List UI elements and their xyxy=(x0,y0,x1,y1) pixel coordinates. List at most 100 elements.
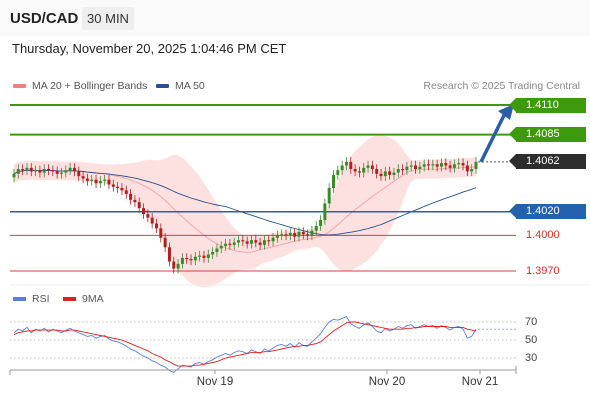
candle-body xyxy=(206,254,210,258)
legend-ma50: MA 50 xyxy=(156,80,205,92)
rsi-level-50: 50 xyxy=(525,334,538,346)
candle-body xyxy=(219,246,223,249)
candle-body xyxy=(55,171,59,174)
candle-body xyxy=(142,208,146,215)
candle-body xyxy=(68,167,72,171)
legend-bollinger-label: MA 20 + Bollinger Bands xyxy=(32,80,148,92)
candle-body xyxy=(405,166,409,171)
candle-body xyxy=(457,163,461,165)
candle-body xyxy=(275,235,279,238)
candle-body xyxy=(254,240,258,243)
candle-body xyxy=(202,255,206,258)
candle-body xyxy=(431,164,435,166)
candle-body xyxy=(90,179,94,181)
legend-9ma: 9MA xyxy=(63,293,104,305)
candle-body xyxy=(383,171,387,177)
candle-body xyxy=(137,202,141,209)
candle-body xyxy=(414,165,418,170)
candle-body xyxy=(349,161,353,170)
candle-body xyxy=(211,252,215,255)
candle-body xyxy=(427,164,431,166)
candle-body xyxy=(146,214,150,218)
candle-body xyxy=(280,234,284,236)
candle-body xyxy=(215,248,219,253)
candle-body xyxy=(159,228,163,238)
ma50-line xyxy=(13,169,477,236)
candle-body xyxy=(284,234,288,236)
legend-rsi-label: RSI xyxy=(32,293,50,305)
legend-bollinger: MA 20 + Bollinger Bands xyxy=(13,80,147,92)
candle-body xyxy=(81,176,85,179)
candle-body xyxy=(103,179,107,181)
candle-body xyxy=(452,164,456,168)
candle-body xyxy=(344,161,348,166)
candle-body xyxy=(249,240,253,244)
candle-body xyxy=(98,180,102,184)
candle-body xyxy=(465,165,469,172)
candle-body xyxy=(323,203,327,221)
candle-body xyxy=(25,167,29,171)
candle-body xyxy=(327,188,331,204)
candle-body xyxy=(124,190,128,194)
candle-body xyxy=(392,172,396,175)
candle-body xyxy=(172,261,176,269)
candle-body xyxy=(232,242,236,245)
candle-body xyxy=(51,170,55,172)
candle-body xyxy=(439,163,443,167)
level-label-1.4020: 1.4020 xyxy=(509,204,586,220)
timeframe-button[interactable]: 30 MIN xyxy=(82,7,134,30)
candle-body xyxy=(176,263,180,269)
candle-body xyxy=(64,170,68,173)
candle-body xyxy=(180,257,184,264)
candle-body xyxy=(336,170,340,175)
candle-body xyxy=(72,167,76,172)
legend-9ma-label: 9MA xyxy=(82,293,104,305)
candle-body xyxy=(314,225,318,231)
rsi-level-30: 30 xyxy=(525,352,538,364)
bollinger-swatch xyxy=(13,84,26,89)
x-label-nov19: Nov 19 xyxy=(196,376,234,388)
rsi-swatch xyxy=(13,297,26,302)
candle-body xyxy=(332,174,336,188)
candle-body xyxy=(310,230,314,236)
candle-body xyxy=(133,199,137,203)
candle-body xyxy=(267,240,271,242)
level-label-1.4062: 1.4062 xyxy=(509,154,586,170)
x-label-nov20: Nov 20 xyxy=(368,376,406,388)
ma9-swatch xyxy=(63,297,76,302)
candle-body xyxy=(12,173,16,178)
candle-body xyxy=(163,237,167,248)
candle-body xyxy=(154,223,158,229)
candle-body xyxy=(241,240,245,242)
level-label-1.4000: 1.4000 xyxy=(526,228,560,241)
candle-body xyxy=(353,169,357,172)
candle-body xyxy=(193,256,197,261)
candle-body xyxy=(418,166,422,170)
candle-body xyxy=(470,169,474,172)
candle-body xyxy=(444,163,448,166)
candle-body xyxy=(47,169,51,171)
candle-body xyxy=(474,161,478,170)
candle-body xyxy=(306,234,310,236)
candle-body xyxy=(461,163,465,166)
candle-body xyxy=(34,170,38,172)
legend-ma50-label: MA 50 xyxy=(175,80,205,92)
candle-body xyxy=(85,178,89,181)
credit-text: Research © 2025 Trading Central xyxy=(423,80,580,92)
timestamp: Thursday, November 20, 2025 1:04:46 PM C… xyxy=(12,41,287,56)
candle-body xyxy=(29,167,33,172)
candle-body xyxy=(189,259,193,261)
candle-body xyxy=(107,179,111,185)
candle-body xyxy=(401,169,405,171)
candle-body xyxy=(198,255,202,257)
candle-body xyxy=(319,220,323,226)
candle-body xyxy=(301,231,305,235)
legend-rsi: RSI xyxy=(13,293,50,305)
candle-body xyxy=(59,172,63,174)
candle-body xyxy=(262,240,266,245)
candle-body xyxy=(375,169,379,174)
x-label-nov21: Nov 21 xyxy=(461,376,499,388)
candle-body xyxy=(362,167,366,173)
pair-title: USD/CAD xyxy=(10,10,79,27)
